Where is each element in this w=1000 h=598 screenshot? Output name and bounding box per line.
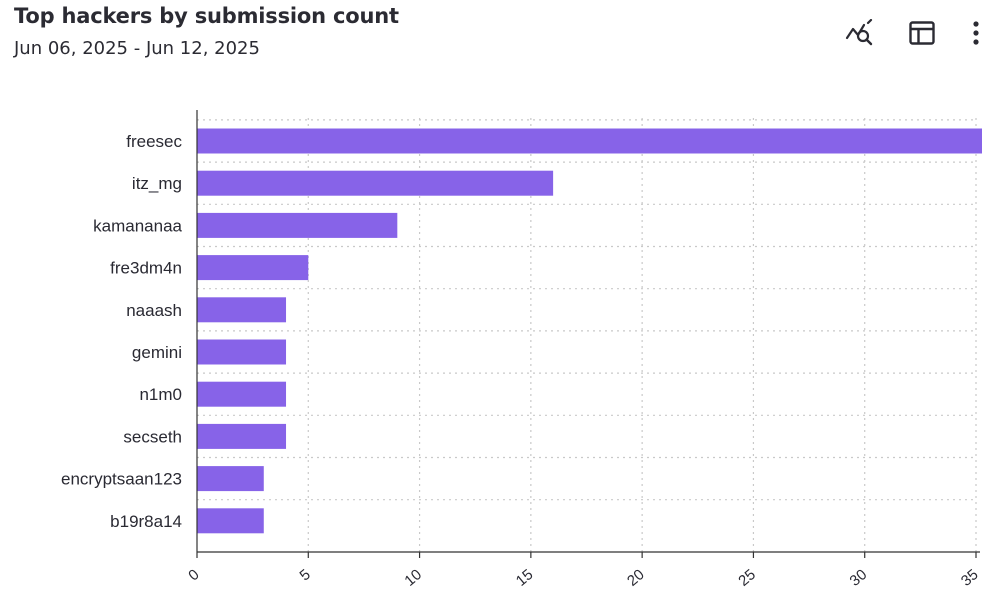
chart-title: Top hackers by submission count: [14, 4, 399, 28]
category-label: kamananaa: [93, 216, 182, 235]
x-tick-label-layer: 0 5 10 15 20 25 30 35: [185, 566, 981, 590]
category-label: fre3dm4n: [110, 259, 182, 278]
x-tick-label: 20: [624, 566, 648, 590]
chart-toolbar: [842, 16, 994, 50]
x-tick-label: 30: [847, 566, 871, 590]
x-tick-label: 5: [297, 566, 314, 584]
bar-b19r8a14[interactable]: [197, 508, 264, 534]
category-label: freesec: [126, 132, 182, 151]
more-vert-icon: [973, 21, 979, 45]
category-label: itz_mg: [132, 174, 182, 193]
bar-freesec[interactable]: [197, 128, 982, 154]
category-label: secseth: [123, 427, 182, 446]
chart-search-icon: [845, 19, 873, 46]
bar-encryptsaan123[interactable]: [197, 466, 264, 492]
chart-header: Top hackers by submission count Jun 06, …: [14, 2, 399, 60]
more-options-button[interactable]: [958, 16, 994, 50]
category-label-layer: freesec itz_mg kamananaa fre3dm4n naaash gemi…: [61, 132, 183, 531]
category-label: b19r8a14: [110, 512, 182, 531]
table-view-icon: [909, 21, 935, 45]
bar-fre3dm4n[interactable]: [197, 255, 309, 281]
bar-layer: [197, 128, 982, 534]
category-label: n1m0: [139, 385, 182, 404]
x-tick-label: 0: [185, 566, 202, 584]
axis-layer: [196, 110, 980, 558]
date-range: Jun 06, 2025 - Jun 12, 2025: [14, 38, 260, 59]
bar-n1m0[interactable]: [197, 381, 287, 407]
bar-naaash[interactable]: [197, 297, 287, 323]
bar-gemini[interactable]: [197, 339, 287, 365]
bar-itz_mg[interactable]: [197, 170, 554, 196]
category-label: encryptsaan123: [61, 470, 182, 489]
category-label: naaash: [126, 301, 182, 320]
x-tick-label: 35: [958, 566, 982, 590]
table-view-button[interactable]: [904, 16, 940, 50]
chart-search-button[interactable]: [842, 16, 878, 50]
x-tick-label: 10: [401, 566, 425, 590]
category-label: gemini: [132, 343, 182, 362]
x-tick-label: 25: [735, 566, 759, 590]
x-tick-label: 15: [513, 566, 537, 590]
bar-kamananaa[interactable]: [197, 212, 398, 238]
bar-secseth[interactable]: [197, 423, 287, 449]
